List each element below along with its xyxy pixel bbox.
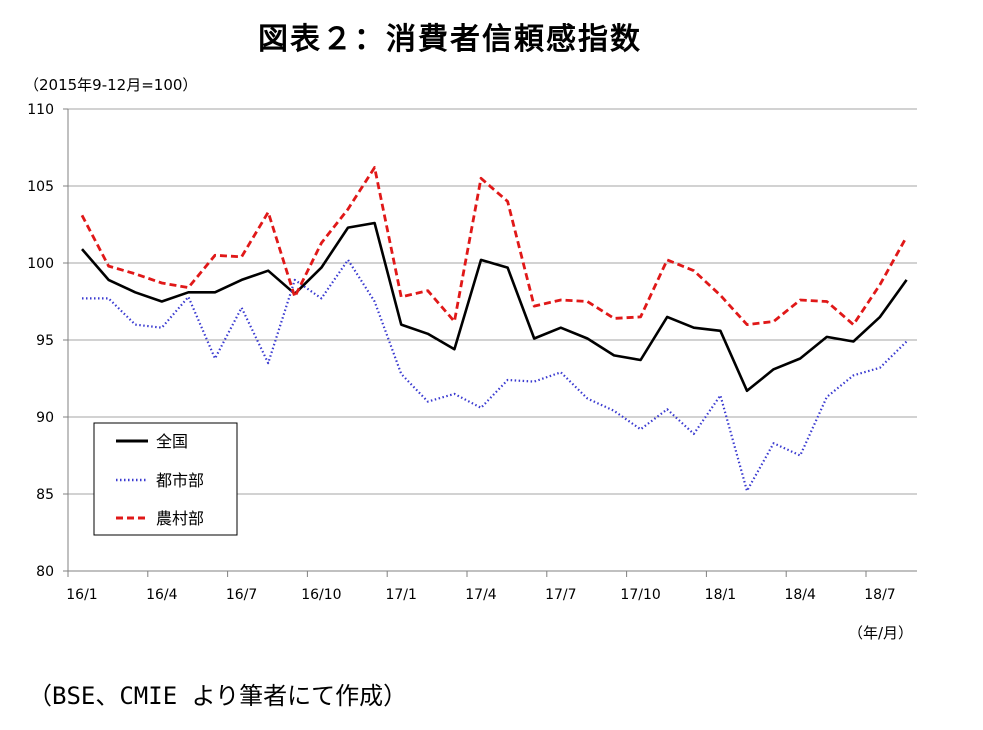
x-tick-label: 17/4: [465, 587, 497, 603]
x-tick-label: 18/4: [784, 587, 816, 603]
series-line-rural: [80, 166, 908, 327]
x-tick-label: 16/7: [226, 587, 257, 603]
x-tick-label: 16/4: [146, 587, 178, 603]
y-tick-label: 110: [27, 102, 54, 118]
x-tick-label: 17/7: [545, 587, 576, 603]
legend: 全国 都市部 農村部: [93, 422, 238, 536]
x-tick-label: 16/1: [66, 587, 97, 603]
y-axis-unit-label: （2015年9-12月=100）: [24, 76, 198, 94]
y-tick-label: 90: [36, 410, 54, 426]
x-axis-unit-label: （年/月）: [848, 624, 914, 642]
legend-label-urban: 都市部: [156, 471, 204, 490]
series-line-national: [81, 221, 908, 393]
x-tick-label: 18/1: [705, 587, 736, 603]
y-tick-label: 105: [27, 179, 54, 195]
y-tick-label: 80: [36, 564, 54, 580]
axes: 80 85 90 95 100 105 110 16/1 16/4 16/7 16/10 17/1 17…: [27, 102, 917, 603]
y-tick-label: 95: [36, 333, 54, 349]
chart-title: 図表２：消費者信頼感指数: [258, 22, 642, 57]
x-tick-label: 17/1: [385, 587, 416, 603]
series-lines: [80, 166, 908, 492]
series-line-urban: [82, 258, 908, 492]
x-tick-label: 16/10: [301, 587, 341, 603]
legend-label-rural: 農村部: [156, 509, 204, 528]
source-note: （BSE、CMIE より筆者にて作成）: [28, 682, 408, 710]
x-tick-label: 18/7: [864, 587, 895, 603]
y-tick-label: 100: [27, 256, 54, 272]
y-tick-label: 85: [36, 487, 54, 503]
x-tick-label: 17/10: [620, 587, 660, 603]
legend-label-national: 全国: [156, 432, 188, 451]
